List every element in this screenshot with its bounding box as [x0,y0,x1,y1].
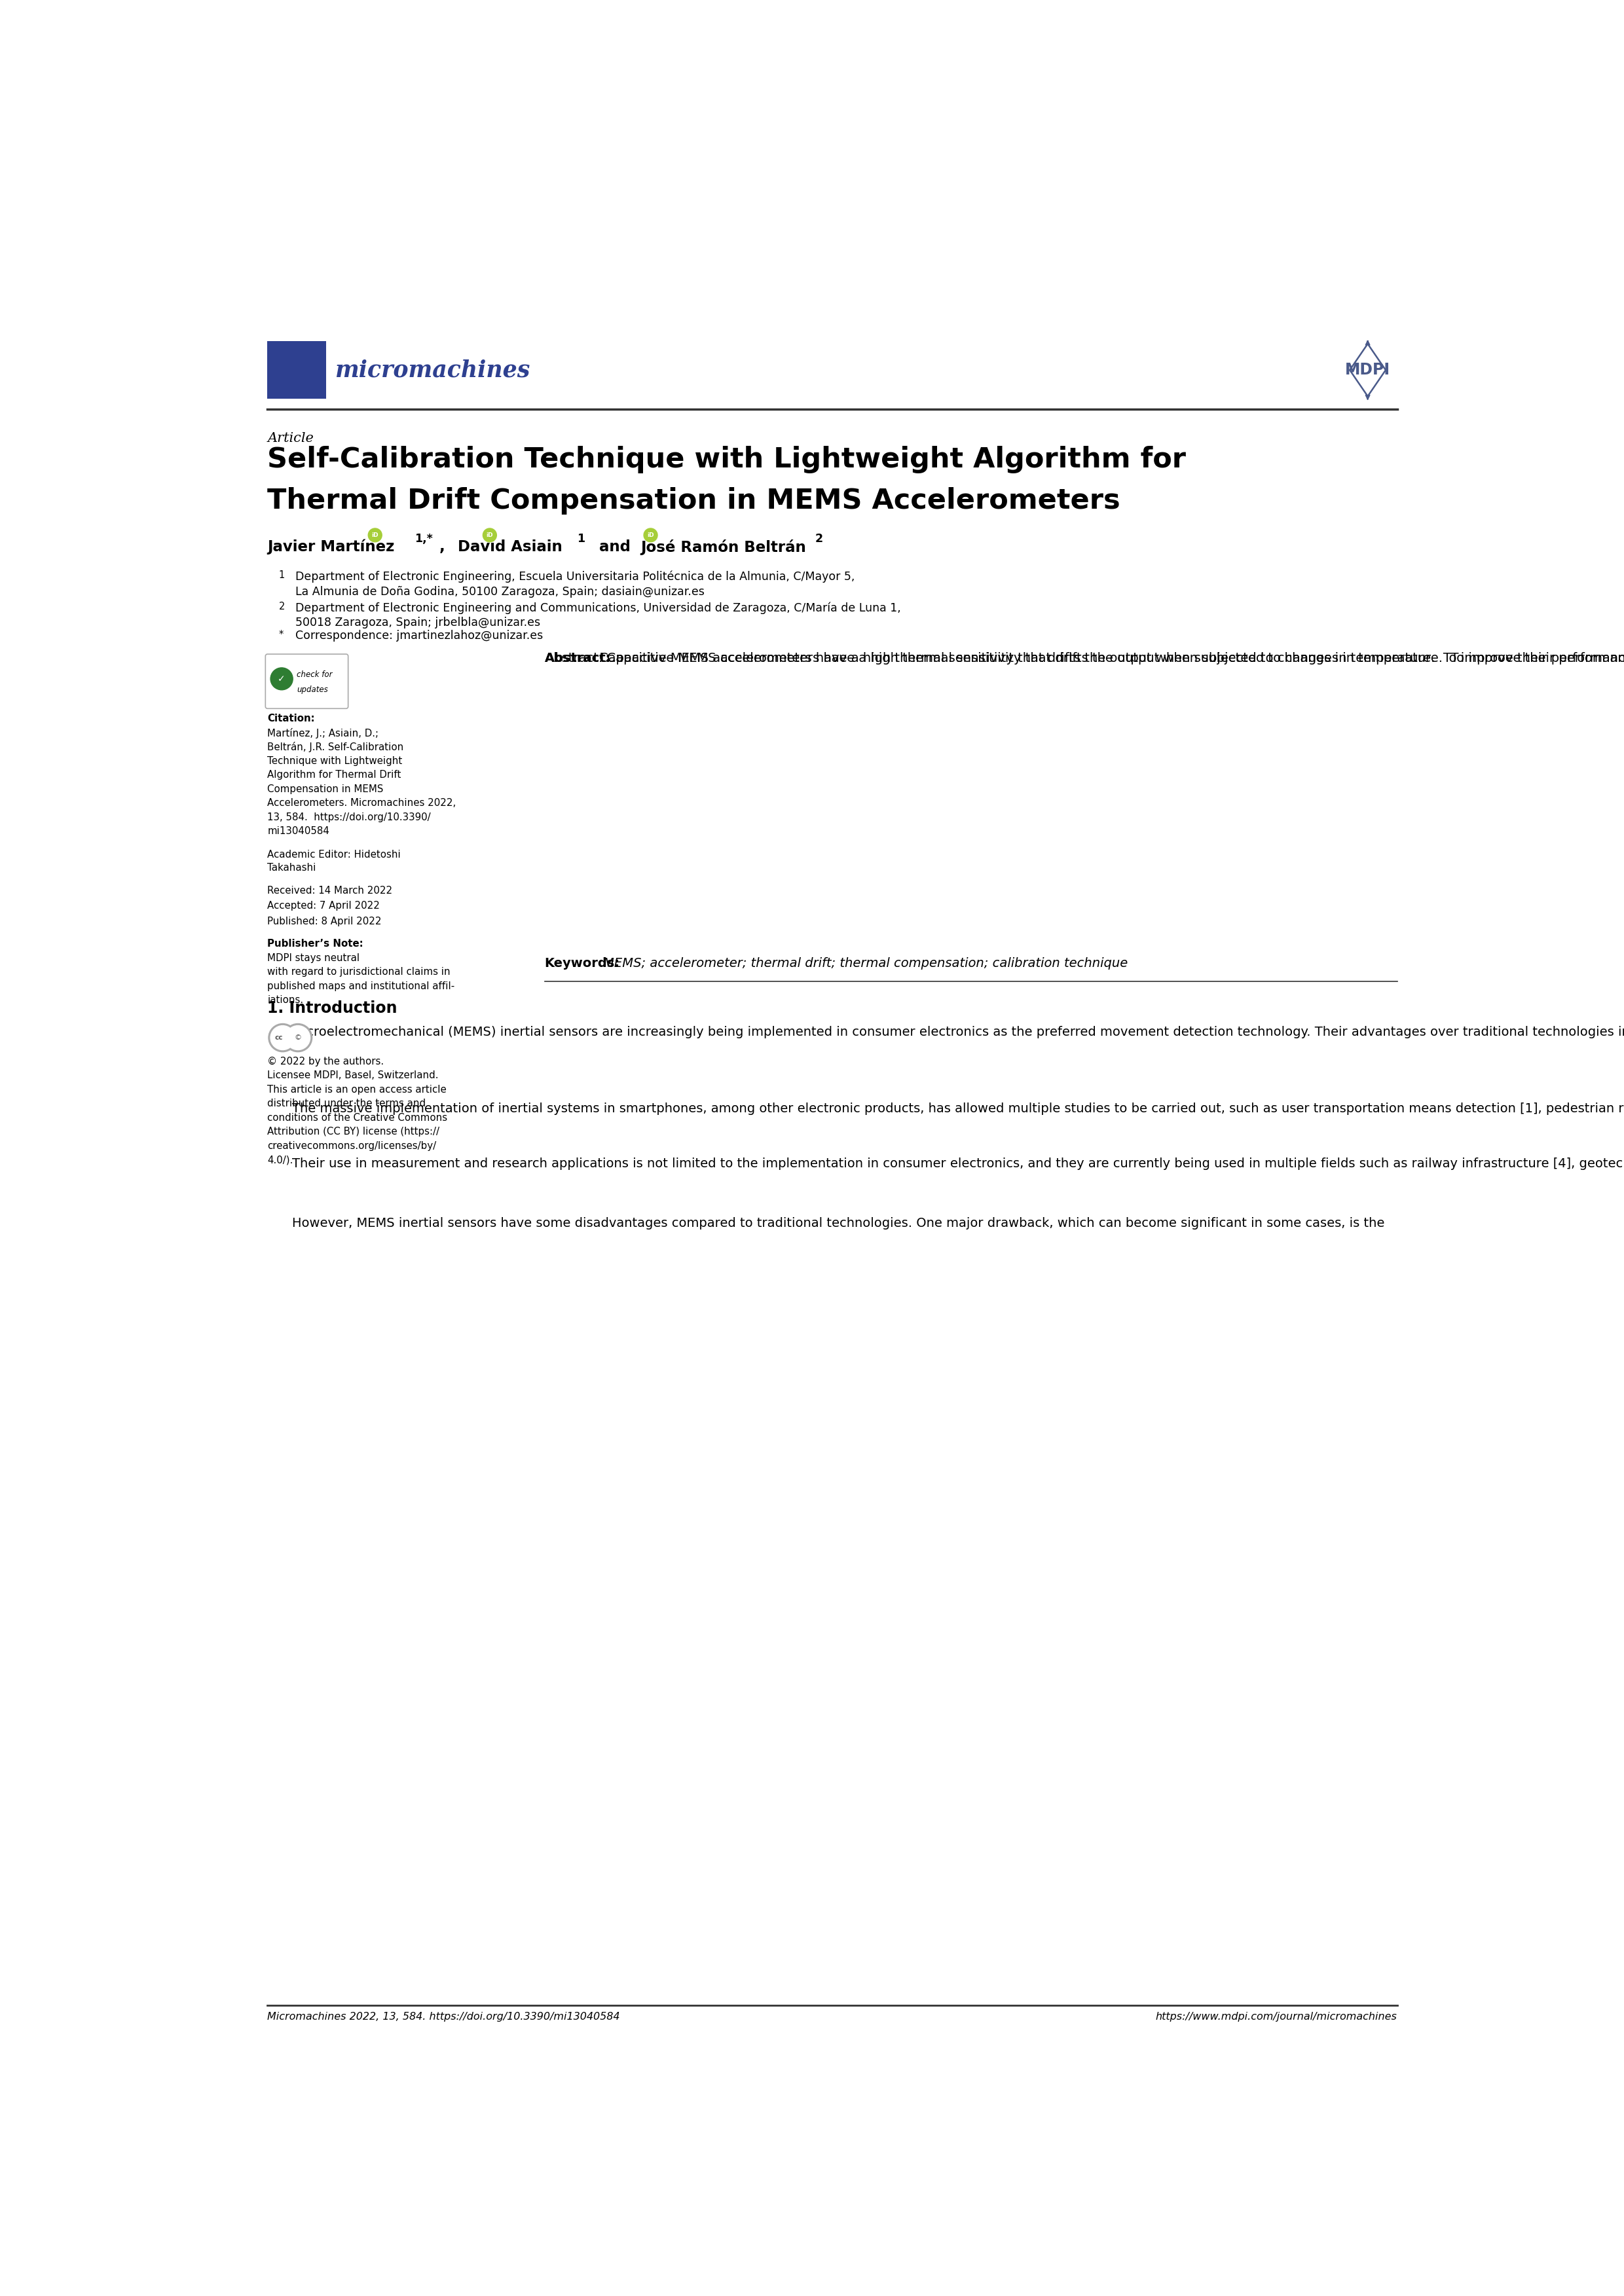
Text: mi13040584: mi13040584 [268,827,330,836]
Text: distributed under the terms and: distributed under the terms and [268,1100,425,1109]
Text: José Ramón Beltrán: José Ramón Beltrán [640,540,810,556]
Text: iD: iD [372,533,378,537]
Text: Published: 8 April 2022: Published: 8 April 2022 [268,916,382,925]
Text: with regard to jurisdictional claims in: with regard to jurisdictional claims in [268,967,450,978]
Text: MDPI: MDPI [1345,363,1390,379]
Text: published maps and institutional affil-: published maps and institutional affil- [268,980,455,992]
Text: iD: iD [646,533,654,537]
Text: 2: 2 [279,602,284,611]
Text: Received: 14 March 2022: Received: 14 March 2022 [268,886,393,895]
Circle shape [271,668,292,689]
Text: conditions of the Creative Commons: conditions of the Creative Commons [268,1114,448,1123]
Text: Thermal Drift Compensation in MEMS Accelerometers: Thermal Drift Compensation in MEMS Accel… [268,487,1121,514]
Text: However, MEMS inertial sensors have some disadvantages compared to traditional t: However, MEMS inertial sensors have some… [292,1217,1384,1231]
Text: Correspondence: jmartinezlahoz@unizar.es: Correspondence: jmartinezlahoz@unizar.es [296,629,542,641]
Text: *: * [279,629,284,641]
Text: 1,*: 1,* [414,533,434,544]
Text: ,: , [440,540,450,553]
Text: The massive implementation of inertial systems in smartphones, among other elect: The massive implementation of inertial s… [292,1102,1624,1114]
Text: This article is an open access article: This article is an open access article [268,1084,447,1095]
Text: https://www.mdpi.com/journal/micromachines: https://www.mdpi.com/journal/micromachin… [1156,2011,1397,2020]
Text: iations.: iations. [268,996,304,1006]
Text: Publisher’s Note:: Publisher’s Note: [268,939,364,948]
Text: Their use in measurement and research applications is not limited to the impleme: Their use in measurement and research ap… [292,1157,1624,1171]
FancyBboxPatch shape [265,654,348,709]
Text: Self-Calibration Technique with Lightweight Algorithm for: Self-Calibration Technique with Lightwei… [268,445,1186,473]
Circle shape [284,1024,312,1052]
Text: Department of Electronic Engineering and Communications, Universidad de Zaragoza: Department of Electronic Engineering and… [296,602,901,629]
Text: Department of Electronic Engineering, Escuela Universitaria Politécnica de la Al: Department of Electronic Engineering, Es… [296,569,854,597]
Bar [268,342,326,400]
Text: 1: 1 [279,569,284,581]
Text: Academic Editor: Hidetoshi
Takahashi: Academic Editor: Hidetoshi Takahashi [268,850,401,872]
Text: 1. Introduction: 1. Introduction [268,1001,398,1017]
Text: Javier Martínez: Javier Martínez [268,540,400,556]
Text: ©: © [294,1035,302,1040]
Text: check for: check for [297,670,333,680]
Text: 13, 584.  https://doi.org/10.3390/: 13, 584. https://doi.org/10.3390/ [268,813,430,822]
Text: Attribution (CC BY) license (https://: Attribution (CC BY) license (https:// [268,1127,440,1137]
Circle shape [482,528,497,542]
Text: Citation:: Citation: [268,714,315,723]
Text: Technique with Lightweight: Technique with Lightweight [268,755,403,767]
Circle shape [369,528,382,542]
Text: iD: iD [486,533,494,537]
Text: Article: Article [268,432,313,443]
Text: MDPI stays neutral: MDPI stays neutral [268,953,361,962]
Text: Licensee MDPI, Basel, Switzerland.: Licensee MDPI, Basel, Switzerland. [268,1070,438,1081]
Text: updates: updates [297,687,328,693]
Text: Keywords:: Keywords: [544,957,620,969]
Text: Micromachines 2022, 13, 584. https://doi.org/10.3390/mi13040584: Micromachines 2022, 13, 584. https://doi… [268,2011,620,2020]
Text: micromachines: micromachines [335,358,531,381]
Text: David Asiain: David Asiain [458,540,568,553]
Text: Abstract: Capacitive MEMS accelerometers have a high thermal sensitivity that dr: Abstract: Capacitive MEMS accelerometers… [544,652,1624,664]
Text: ✓: ✓ [278,675,286,684]
Text: Accepted: 7 April 2022: Accepted: 7 April 2022 [268,900,380,912]
Text: Beltrán, J.R. Self-Calibration: Beltrán, J.R. Self-Calibration [268,742,404,753]
Circle shape [643,528,658,542]
Text: Microelectromechanical (MEMS) inertial sensors are increasingly being implemente: Microelectromechanical (MEMS) inertial s… [292,1026,1624,1038]
Circle shape [271,1026,296,1049]
Text: © 2022 by the authors.: © 2022 by the authors. [268,1056,385,1065]
Text: creativecommons.org/licenses/by/: creativecommons.org/licenses/by/ [268,1141,437,1150]
Circle shape [268,1024,297,1052]
Text: Martínez, J.; Asiain, D.;: Martínez, J.; Asiain, D.; [268,728,378,739]
Text: cc: cc [274,1035,283,1040]
Text: Accelerometers. Micromachines 2022,: Accelerometers. Micromachines 2022, [268,799,456,808]
Text: Abstract:: Abstract: [544,652,611,664]
Text: Algorithm for Thermal Drift: Algorithm for Thermal Drift [268,769,401,781]
Text: Compensation in MEMS: Compensation in MEMS [268,785,383,794]
Text: 2: 2 [815,533,823,544]
Text: 4.0/).: 4.0/). [268,1155,294,1164]
Text: MEMS; accelerometer; thermal drift; thermal compensation; calibration technique: MEMS; accelerometer; thermal drift; ther… [603,957,1127,969]
Circle shape [286,1026,310,1049]
Text: 1: 1 [578,533,590,544]
Text: and: and [594,540,637,553]
Text: Capacitive MEMS accelerometers have a high thermal sensitivity that drifts the o: Capacitive MEMS accelerometers have a hi… [599,652,1624,664]
